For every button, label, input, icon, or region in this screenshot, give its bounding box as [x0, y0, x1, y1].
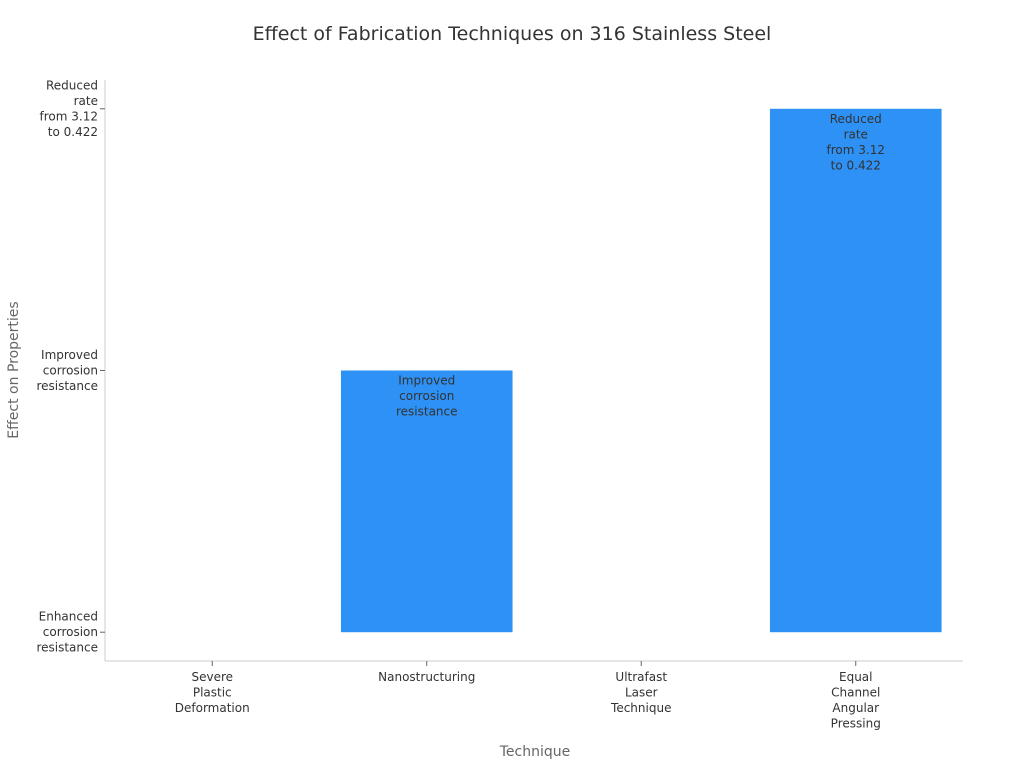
x-tick-label: Equal Channel Angular Pressing — [831, 670, 881, 731]
bar — [769, 108, 942, 633]
y-tick-label: Reduced rate from 3.12 to 0.422 — [40, 79, 98, 140]
y-tick-label: Enhanced corrosion resistance — [36, 610, 98, 655]
bar — [340, 370, 513, 633]
x-axis-title: Technique — [499, 744, 571, 760]
y-axis-title: Effect on Properties — [6, 301, 22, 438]
value-label: Reduced rate from 3.12 to 0.422 — [827, 112, 885, 173]
y-tick-label: Improved corrosion resistance — [36, 348, 98, 393]
x-tick-label: Ultrafast Laser Technique — [610, 670, 671, 715]
chart-title: Effect of Fabrication Techniques on 316 … — [253, 23, 772, 45]
x-tick-label: Nanostructuring — [378, 670, 475, 684]
x-tick-label: Severe Plastic Deformation — [175, 670, 250, 715]
value-label: Improved corrosion resistance — [396, 374, 458, 419]
